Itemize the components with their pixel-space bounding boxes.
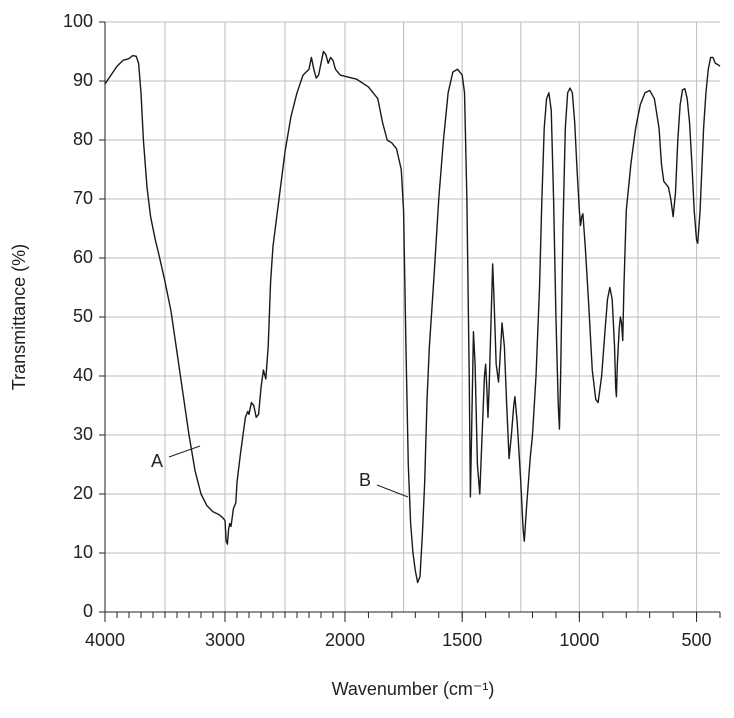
x-tick-label: 2000	[325, 630, 365, 650]
y-tick-label: 90	[73, 70, 93, 90]
annotation: B	[359, 470, 371, 490]
annotation-pointer	[168, 445, 201, 458]
x-tick-label: 4000	[85, 630, 125, 650]
y-tick-label: 0	[83, 601, 93, 621]
y-tick-label: 60	[73, 247, 93, 267]
annotation-pointer	[376, 484, 409, 498]
x-tick-label: 1000	[559, 630, 599, 650]
y-tick-label: 100	[63, 11, 93, 31]
x-tick-label: 3000	[205, 630, 245, 650]
annotation: A	[151, 451, 163, 471]
y-tick-label: 40	[73, 365, 93, 385]
x-tick-label: 1500	[442, 630, 482, 650]
x-axis-label: Wavenumber (cm⁻¹)	[332, 679, 495, 699]
y-tick-label: 80	[73, 129, 93, 149]
y-tick-label: 30	[73, 424, 93, 444]
y-tick-label: 50	[73, 306, 93, 326]
x-tick-label: 500	[682, 630, 712, 650]
y-tick-label: 10	[73, 542, 93, 562]
y-axis-label: Transmittance (%)	[9, 244, 29, 390]
spectrum-line	[104, 50, 721, 584]
y-tick-label: 20	[73, 483, 93, 503]
y-tick-label: 70	[73, 188, 93, 208]
